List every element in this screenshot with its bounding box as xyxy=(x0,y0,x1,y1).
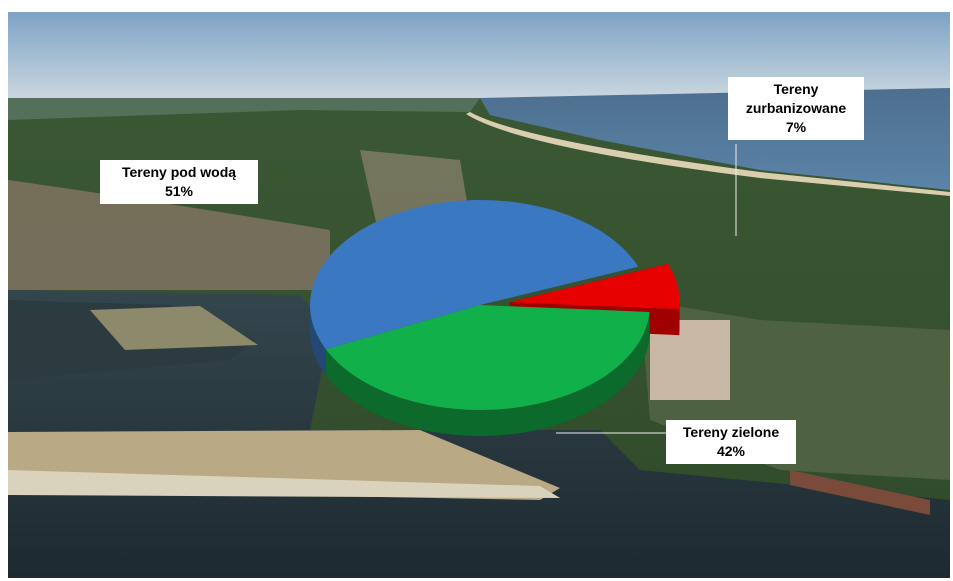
data-label: Tereny zielone 42% xyxy=(666,420,796,464)
category-label: Tereny zurbanizowane xyxy=(734,80,858,118)
value-label: 51% xyxy=(106,182,252,201)
value-label: 42% xyxy=(672,442,790,461)
value-label: 7% xyxy=(734,118,858,137)
data-label: Tereny pod wodą 51% xyxy=(100,160,258,204)
category-label: Tereny zielone xyxy=(672,423,790,442)
screenshot: Tereny pod wodą 51% Tereny zurbanizowane… xyxy=(0,0,953,581)
category-label: Tereny pod wodą xyxy=(106,163,252,182)
data-label: Tereny zurbanizowane 7% xyxy=(728,77,864,140)
